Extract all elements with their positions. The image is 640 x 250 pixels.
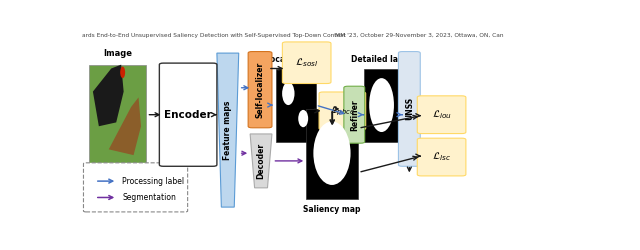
- Ellipse shape: [369, 78, 394, 132]
- Text: Detailed label: Detailed label: [351, 55, 412, 64]
- Text: Self-localizer: Self-localizer: [255, 62, 264, 118]
- Text: $\mathcal{L}_{iou}$: $\mathcal{L}_{iou}$: [431, 108, 452, 121]
- Text: Processing label: Processing label: [122, 176, 184, 186]
- Text: MM '23, October 29-November 3, 2023, Ottawa, ON, Can: MM '23, October 29-November 3, 2023, Ott…: [335, 33, 504, 38]
- Bar: [89, 65, 146, 165]
- FancyBboxPatch shape: [83, 163, 188, 212]
- Text: ards End-to-End Unsupervised Saliency Detection with Self-Supervised Top-Down Co: ards End-to-End Unsupervised Saliency De…: [83, 33, 346, 38]
- FancyBboxPatch shape: [344, 86, 365, 143]
- Ellipse shape: [120, 66, 125, 78]
- Bar: [276, 68, 316, 142]
- FancyBboxPatch shape: [417, 138, 466, 176]
- Polygon shape: [217, 53, 239, 207]
- Text: $\mathcal{L}_{pbce}$: $\mathcal{L}_{pbce}$: [330, 104, 355, 118]
- Text: Feature maps: Feature maps: [223, 100, 232, 160]
- Text: UNSS: UNSS: [405, 97, 414, 120]
- Bar: [306, 109, 358, 200]
- Text: Saliency map: Saliency map: [303, 205, 361, 214]
- Text: $\mathcal{L}_{lsc}$: $\mathcal{L}_{lsc}$: [432, 151, 451, 164]
- Bar: [364, 68, 399, 142]
- FancyBboxPatch shape: [248, 52, 272, 128]
- Polygon shape: [109, 98, 141, 155]
- Polygon shape: [250, 134, 272, 188]
- Polygon shape: [93, 65, 124, 126]
- Text: Segmentation: Segmentation: [122, 193, 176, 202]
- FancyBboxPatch shape: [417, 96, 466, 134]
- Ellipse shape: [282, 82, 294, 105]
- Ellipse shape: [298, 110, 308, 127]
- FancyBboxPatch shape: [399, 52, 420, 166]
- Text: Decoder: Decoder: [257, 143, 266, 179]
- FancyBboxPatch shape: [282, 42, 331, 84]
- Text: Encoder: Encoder: [164, 110, 212, 120]
- Text: Refiner: Refiner: [350, 99, 359, 130]
- FancyBboxPatch shape: [159, 63, 217, 166]
- Ellipse shape: [314, 122, 351, 185]
- Text: Image: Image: [103, 49, 132, 58]
- Text: Location label: Location label: [265, 55, 326, 64]
- FancyBboxPatch shape: [319, 92, 365, 130]
- Text: $\mathcal{L}_{sosl}$: $\mathcal{L}_{sosl}$: [295, 56, 318, 69]
